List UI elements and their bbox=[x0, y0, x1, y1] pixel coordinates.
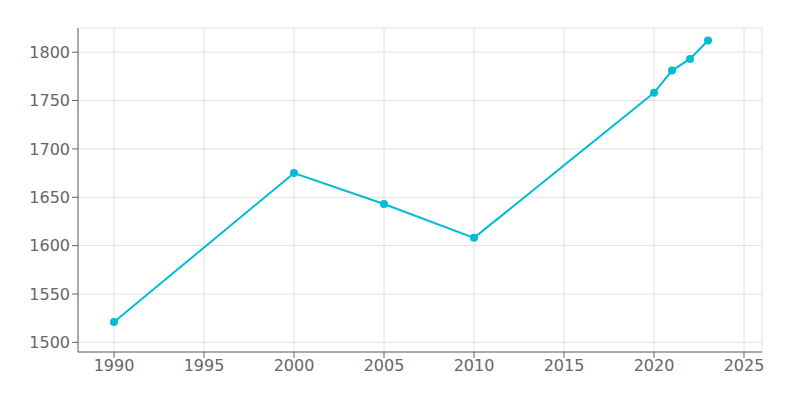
svg-text:1700: 1700 bbox=[29, 140, 70, 159]
svg-text:1500: 1500 bbox=[29, 333, 70, 352]
svg-text:2015: 2015 bbox=[544, 356, 585, 375]
svg-text:2005: 2005 bbox=[364, 356, 405, 375]
svg-text:1600: 1600 bbox=[29, 236, 70, 255]
svg-text:1800: 1800 bbox=[29, 43, 70, 62]
svg-text:1650: 1650 bbox=[29, 188, 70, 207]
svg-text:1550: 1550 bbox=[29, 285, 70, 304]
svg-text:1990: 1990 bbox=[94, 356, 135, 375]
svg-text:1750: 1750 bbox=[29, 91, 70, 110]
svg-text:2020: 2020 bbox=[634, 356, 675, 375]
svg-text:2000: 2000 bbox=[274, 356, 315, 375]
svg-text:1995: 1995 bbox=[184, 356, 225, 375]
svg-text:2025: 2025 bbox=[724, 356, 765, 375]
svg-text:2010: 2010 bbox=[454, 356, 495, 375]
